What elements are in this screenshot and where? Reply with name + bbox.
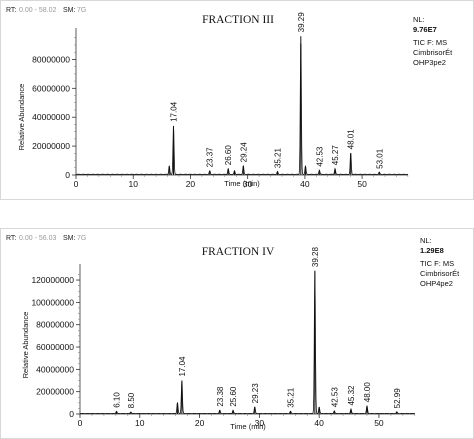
info-box: NL: 1.29E8 TIC F: MS CimbrisorÉt OHP4pe2 [420,236,460,288]
peak-label: 42.53 [330,387,339,408]
peak-label: 35.21 [273,148,282,169]
x-tick-label: 50 [374,418,384,428]
peak-label: 35.21 [287,387,296,408]
file-name: OHP4pe2 [420,279,453,288]
peak-label: 39.29 [297,12,306,33]
sm-value: 7G [77,7,86,14]
y-tick-label: 120000000 [31,275,74,285]
sm-label: SM: [63,7,76,14]
x-tick-label: 30 [255,418,265,428]
peak-label: 52.99 [393,388,402,409]
y-tick-label: 20000000 [32,141,70,151]
x-axis-label: Time (min) [230,422,266,431]
y-tick-label: 0 [69,409,74,419]
rt-label: RT: [6,235,16,242]
nl-value: 9.76E7 [413,25,437,34]
chromatogram-trace [79,270,416,415]
y-tick-label: 60000000 [32,83,70,93]
rt-range: 0.00 - 58.02 [19,7,56,14]
peak-label: 6.10 [112,392,121,408]
peak-label: 29.23 [251,383,260,404]
peak-label: 45.27 [331,145,340,166]
peak-label: 23.38 [216,386,225,407]
peak-label: 48.00 [363,382,372,403]
nl-label: NL: [413,15,425,24]
peak-label: 25.60 [229,386,238,407]
x-tick-label: 10 [135,418,145,428]
y-tick-label: 80000000 [32,54,70,64]
peak-label: 42.53 [315,146,324,167]
y-tick-label: 40000000 [36,364,74,374]
peak-label: 53.01 [375,148,384,169]
x-tick-label: 0 [78,418,83,428]
y-tick-label: 80000000 [36,320,74,330]
plot-area: 0 20000000 40000000 60000000 80000000 0 10 20 30… [32,12,409,189]
x-tick-label: 10 [128,179,138,189]
x-tick-label: 50 [357,179,367,189]
x-axis-label: Time (min) [224,179,260,188]
info-box: NL: 9.76E7 TIC F: MS CimbrisorÉt OHP3pe2 [413,15,453,67]
chromatogram-panel-fraction-iii: RT: 0.00 - 58.02 SM: 7G FRACTION III Rel… [0,0,474,200]
peak-label: 48.01 [347,129,356,150]
rt-label: RT: [6,7,16,14]
tic-filter: TIC F: MS [413,38,447,47]
peak-label: 39.28 [311,247,320,268]
chromatogram-trace [75,42,409,175]
y-tick-label: 100000000 [31,297,74,307]
rt-range: 0.00 - 56.03 [19,235,56,242]
tic-filter: TIC F: MS [420,259,454,268]
plot-area: 0 20000000 40000000 60000000 80000000 1000000… [31,247,416,428]
chromatogram-panel-fraction-iv: RT: 0.00 - 56.03 SM: 7G FRACTION IV Rela… [0,228,474,439]
y-axis-label: Relative Abundance [21,312,30,379]
sm-value: 7G [77,235,86,242]
peak-label: 29.24 [239,142,248,163]
y-tick-label: 0 [65,170,70,180]
x-tick-label: 40 [300,179,310,189]
nl-label: NL: [420,236,432,245]
y-axis-label: Relative Abundance [17,84,26,151]
peak-label: 17.04 [178,356,187,377]
sample-name: CimbrisorÉt [413,48,453,57]
sample-name: CimbrisorÉt [420,269,460,278]
peak-label: 23.37 [206,147,215,168]
x-tick-label: 20 [195,418,205,428]
chromatogram-chart-fraction-iii: RT: 0.00 - 58.02 SM: 7G FRACTION III Rel… [0,0,474,200]
peak-label: 45.32 [347,385,356,406]
y-tick-label: 60000000 [36,342,74,352]
nl-value: 1.29E8 [420,246,444,255]
x-tick-label: 0 [74,179,79,189]
chromatogram-chart-fraction-iv: RT: 0.00 - 56.03 SM: 7G FRACTION IV Rela… [0,228,474,439]
x-tick-label: 20 [186,179,196,189]
peak-label: 26.60 [224,145,233,166]
peak-label: 17.04 [170,101,179,122]
y-tick-label: 20000000 [36,387,74,397]
chart-title: FRACTION IV [202,246,275,258]
file-name: OHP3pe2 [413,58,446,67]
peak-label: 8.50 [127,392,136,408]
y-tick-label: 40000000 [32,112,70,122]
x-tick-label: 40 [314,418,324,428]
sm-label: SM: [63,235,76,242]
chart-title: FRACTION III [202,14,274,26]
x-tick-label: 30 [243,179,253,189]
